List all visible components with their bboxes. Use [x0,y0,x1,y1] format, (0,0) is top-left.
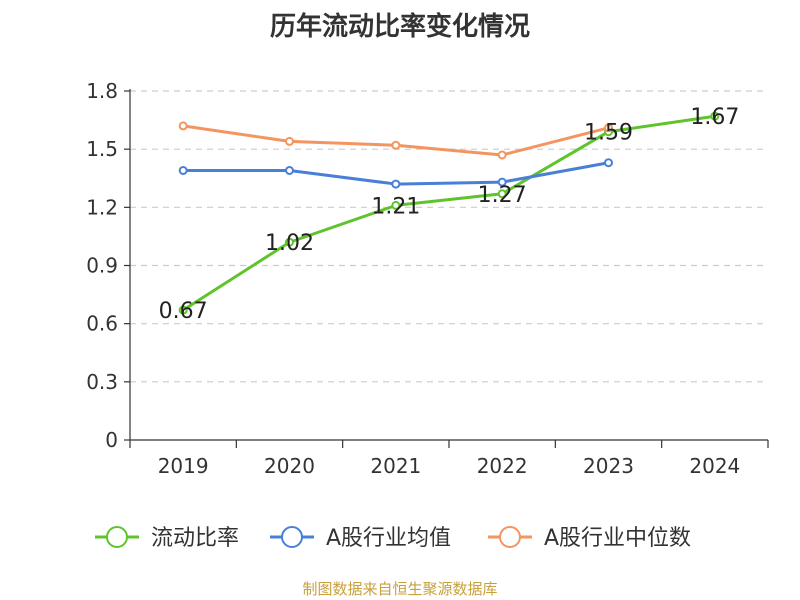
data-label: 1.67 [690,105,739,130]
series-0-point [710,111,720,121]
legend-item-2: A股行业中位数 [488,526,691,551]
legend-marker [499,526,521,548]
series-2-point [391,140,401,150]
x-tick-label: 2022 [477,454,528,478]
series-0-point [178,305,188,315]
legend-marker [106,526,128,548]
legend-item-0: 流动比率 [95,526,239,551]
data-label: 0.67 [159,299,208,324]
y-tick-label: 1.8 [86,79,118,103]
axes: 0 0.3 0.6 0.9 1.2 1.5 1.8 2019 2020 2021 2022 2023 2… [86,79,769,478]
series-1-point [604,158,613,168]
y-tick-label: 0.9 [86,254,118,278]
series-layer [178,111,720,315]
series-0-point [285,237,294,247]
y-tick-label: 0.3 [86,370,118,394]
chart-title: 历年流动比率变化情况 [269,12,530,42]
x-tick-label: 2020 [264,454,315,478]
data-labels: 0.67 1.02 1.21 1.27 1.59 1.67 [159,105,740,324]
x-tick-label: 2021 [370,454,421,478]
y-tick-label: 1.5 [86,137,118,161]
legend: 流动比率 A股行业均值 A股行业中位数 [95,526,691,551]
data-label: 1.21 [371,194,420,219]
series-1-point [178,165,188,175]
x-tick-label: 2023 [583,454,634,478]
legend-label: A股行业均值 [326,526,451,551]
series-0-point [391,200,401,210]
series-1-point [391,179,401,189]
source-note: 制图数据来自恒生聚源数据库 [302,580,498,598]
legend-label: A股行业中位数 [544,526,691,551]
legend-label: 流动比率 [151,526,239,551]
data-label: 1.02 [265,231,314,256]
y-tick-label: 1.2 [86,195,118,219]
series-2-point [497,150,507,160]
grid-lines [130,90,768,383]
series-2-point [285,136,294,146]
data-label: 1.59 [584,121,633,146]
legend-item-1: A股行业均值 [270,526,451,551]
series-line-2 [182,124,609,157]
series-line-0 [182,114,716,312]
series-2-point [178,121,188,131]
data-label: 1.27 [478,183,527,208]
x-tick-label: 2024 [689,454,740,478]
series-2-point [604,123,613,133]
y-tick-label: 0 [105,428,118,452]
y-tick-label: 0.6 [86,312,118,336]
series-0-point [497,189,507,199]
series-1-point [285,165,294,175]
x-tick-label: 2019 [158,454,209,478]
legend-marker [281,526,303,548]
series-1-point [497,177,507,187]
